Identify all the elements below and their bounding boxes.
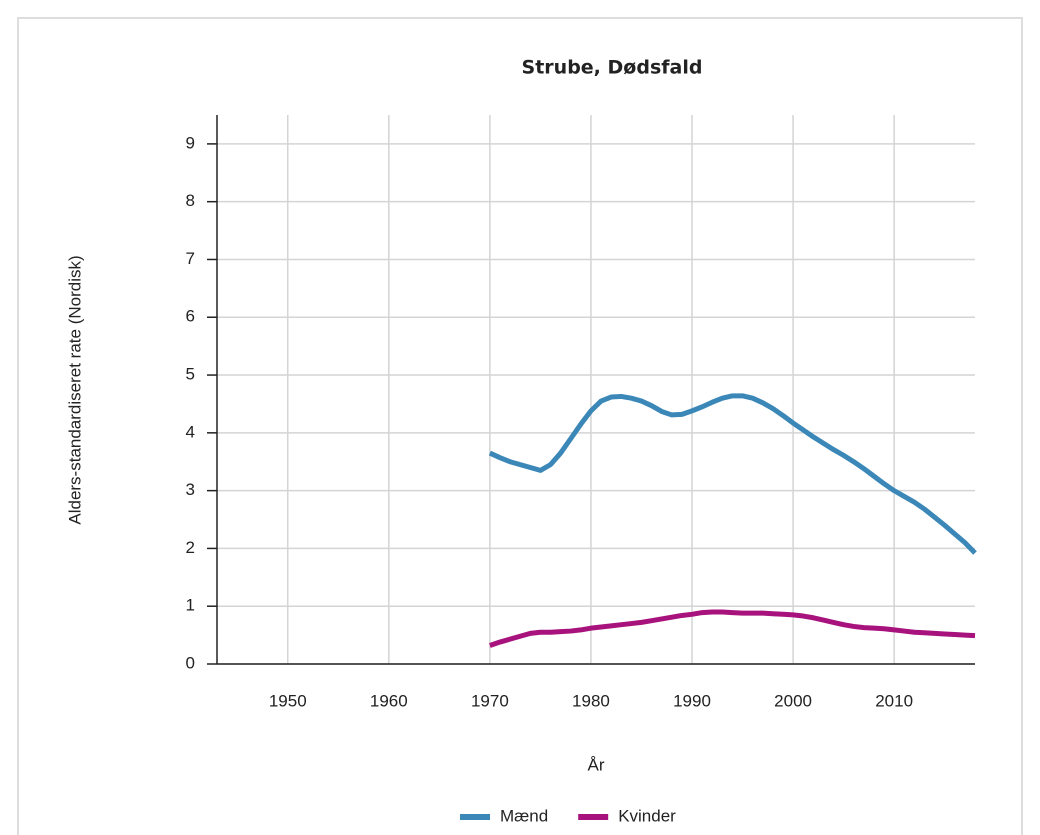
x-tick-label: 1950 (269, 691, 307, 710)
legend-label: Mænd (500, 806, 548, 825)
y-tick-label: 6 (186, 307, 195, 326)
x-tick-label: 1990 (673, 691, 711, 710)
series-line (488, 393, 977, 555)
x-tick-label: 2000 (774, 691, 812, 710)
y-tick-label: 0 (186, 653, 195, 672)
x-tick-label: 1980 (572, 691, 610, 710)
y-tick-label: 4 (186, 422, 195, 441)
legend-label: Kvinder (618, 806, 676, 825)
x-tick-label: 2010 (875, 691, 913, 710)
y-tick-label: 9 (186, 133, 195, 152)
y-tick-label: 2 (186, 538, 195, 557)
y-tick-label: 7 (186, 249, 195, 268)
chart-title: Strube, Dødsfald (522, 57, 703, 79)
y-axis-label: Alders-standardiseret rate (Nordisk) (65, 255, 84, 524)
y-tick-label: 3 (186, 480, 195, 499)
frame (17, 17, 1023, 835)
x-axis-label: År (588, 755, 605, 774)
series-line (489, 609, 976, 648)
x-tick-label: 1960 (370, 691, 408, 710)
x-tick-label: 1970 (471, 691, 509, 710)
y-tick-label: 5 (186, 365, 195, 384)
y-tick-label: 8 (186, 191, 195, 210)
y-tick-label: 1 (186, 596, 195, 615)
